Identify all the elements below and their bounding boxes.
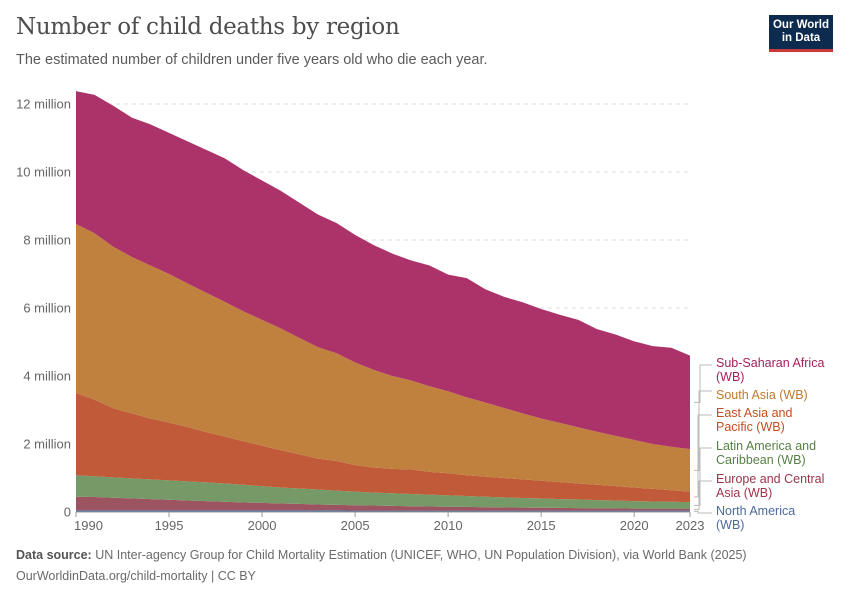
legend-connector	[694, 480, 712, 511]
area-latin-america-and-caribbean-wb-	[76, 475, 690, 509]
x-tick-label: 1995	[155, 518, 184, 533]
source-label: Data source:	[16, 548, 92, 562]
x-tick-label: 2010	[434, 518, 463, 533]
area-east-asia-and-pacific-wb-	[76, 393, 690, 503]
y-tick-label: 0	[64, 505, 71, 520]
legend-connector	[694, 414, 712, 498]
footer-url[interactable]: OurWorldinData.org/child-mortality | CC …	[16, 569, 256, 583]
owid-logo[interactable]: Our World in Data	[769, 15, 833, 52]
x-tick-label: 2015	[527, 518, 556, 533]
y-tick-label: 8 million	[23, 233, 71, 248]
legend-label: Latin America and Caribbean (WB)	[716, 439, 816, 467]
y-tick-label: 2 million	[23, 437, 71, 452]
legend-connector	[694, 390, 712, 471]
x-tick-label: 2000	[248, 518, 277, 533]
legend-connector	[694, 364, 712, 403]
y-tick-label: 4 million	[23, 369, 71, 384]
x-tick-label: 2023	[676, 518, 705, 533]
x-tick-label: 2005	[341, 518, 370, 533]
y-tick-label: 10 million	[16, 165, 71, 180]
legend-connector	[694, 447, 712, 506]
x-tick-label: 2020	[620, 518, 649, 533]
y-tick-label: 12 million	[16, 97, 71, 112]
x-tick-label: 1990	[74, 518, 103, 533]
area-europe-and-central-asia-wb-	[76, 496, 690, 511]
legend-label: South Asia (WB)	[716, 388, 808, 402]
legend-label: Sub-Saharan Africa (WB)	[716, 356, 824, 384]
legend-connector	[694, 510, 712, 514]
legend-label: North America (WB)	[716, 504, 795, 532]
legend-label: Europe and Central Asia (WB)	[716, 472, 824, 500]
legend-label: East Asia and Pacific (WB)	[716, 406, 792, 434]
data-source: Data source: UN Inter-agency Group for C…	[16, 548, 747, 562]
area-south-asia-wb-	[76, 224, 690, 492]
chart-subtitle: The estimated number of children under f…	[16, 52, 488, 68]
chart-title: Number of child deaths by region	[16, 14, 400, 40]
area-sub-saharan-africa-wb-	[76, 91, 690, 450]
y-tick-label: 6 million	[23, 301, 71, 316]
source-text[interactable]: UN Inter-agency Group for Child Mortalit…	[95, 548, 747, 562]
